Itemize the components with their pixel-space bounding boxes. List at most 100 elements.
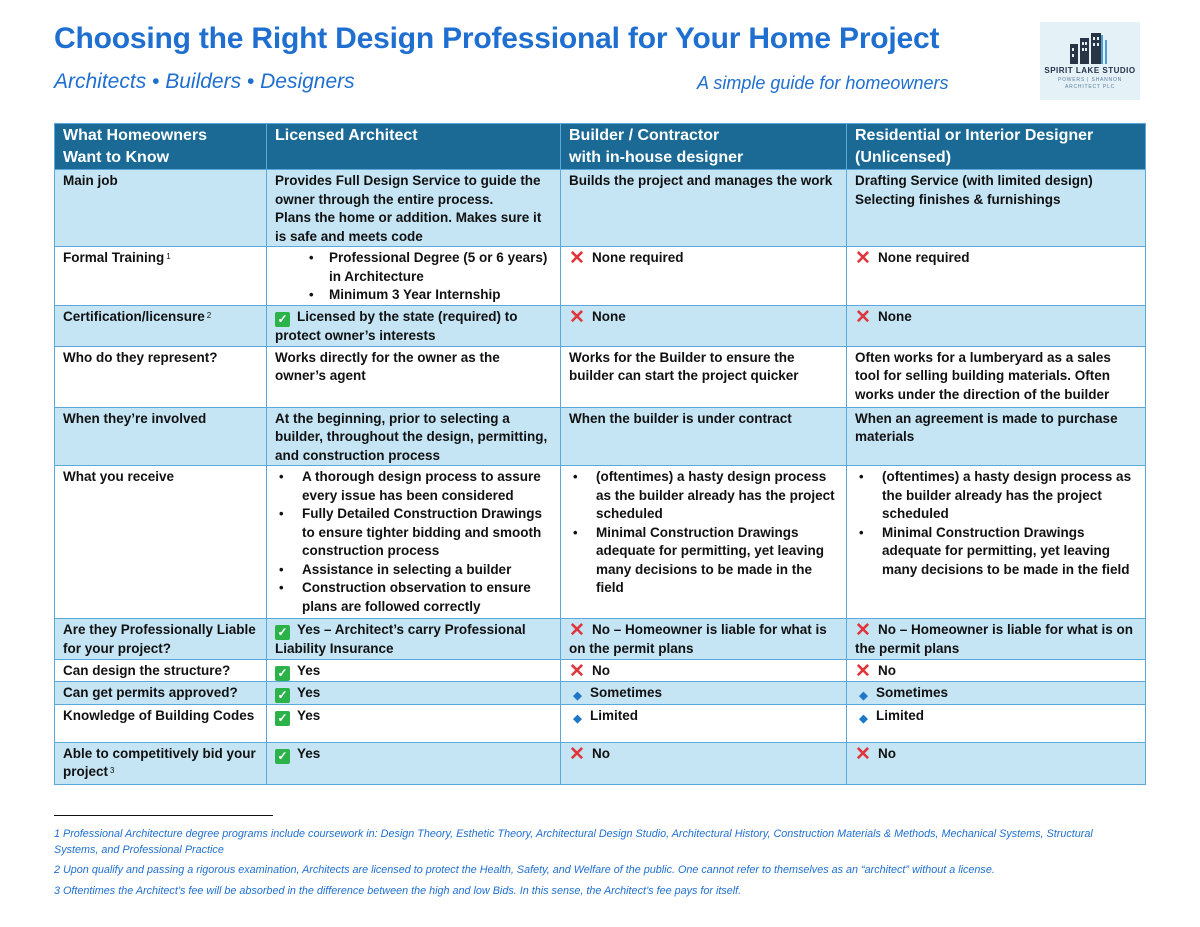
column-header-question: What Homeowners Want to Know xyxy=(54,123,267,170)
builder-cell: When the builder is under contract xyxy=(560,406,847,466)
cross-icon: ✕ xyxy=(569,743,585,765)
column-header-builder: Builder / Contractor with in-house design… xyxy=(560,123,847,170)
row-label: Certification/licensure 2 xyxy=(54,305,267,347)
footnote-2: 2 Upon qualify and passing a rigorous ex… xyxy=(54,864,995,876)
table-header-row: What Homeowners Want to Know Licensed Arc… xyxy=(54,123,1146,170)
logo-name: SPIRIT LAKE STUDIO xyxy=(1044,66,1136,75)
architect-cell: ✓ Yes – Architect’s carry Professional Li… xyxy=(266,618,561,660)
list-item: Minimum 3 Year Internship xyxy=(275,286,552,305)
cross-icon: ✕ xyxy=(569,620,585,641)
cross-icon: ✕ xyxy=(855,248,871,269)
row-label: Formal Training 1 xyxy=(54,246,267,306)
row-label: What you receive xyxy=(54,465,267,619)
row-label: Knowledge of Building Codes xyxy=(54,703,267,743)
designer-cell: When an agreement is made to purchase ma… xyxy=(846,406,1146,466)
architect-cell: A thorough design process to assure ever… xyxy=(266,465,561,619)
diamond-icon: ◆ xyxy=(573,712,582,725)
list-item: A thorough design process to assure ever… xyxy=(275,468,552,505)
architect-cell: ✓ Yes xyxy=(266,703,561,743)
list-item: Professional Degree (5 or 6 years) in Ar… xyxy=(275,249,552,286)
architect-cell: ✓ Yes xyxy=(266,658,561,682)
designer-cell: (oftentimes) a hasty design process as t… xyxy=(846,465,1146,619)
page-subtitle: Architects • Builders • Designers xyxy=(54,70,355,93)
cross-icon: ✕ xyxy=(569,660,585,681)
designer-cell: ✕ No xyxy=(846,658,1146,682)
table-row: Who do they represent? Works directly fo… xyxy=(54,345,1146,408)
row-label: Able to competitively bid your project 3 xyxy=(54,741,267,785)
check-icon: ✓ xyxy=(275,625,290,640)
builder-cell: ✕ None xyxy=(560,305,847,347)
list-item: (oftentimes) a hasty design process as t… xyxy=(855,468,1137,524)
architect-cell: At the beginning, prior to selecting a b… xyxy=(266,406,561,466)
check-icon: ✓ xyxy=(275,312,290,327)
builder-cell: Works for the Builder to ensure the buil… xyxy=(560,345,847,408)
builder-cell: ✕ None required xyxy=(560,246,847,306)
diamond-icon: ◆ xyxy=(573,689,582,702)
footnote-3: 3 Oftentimes the Architect’s fee will be… xyxy=(54,885,742,897)
table-row: Can design the structure? ✓ Yes ✕ No ✕ No xyxy=(54,658,1146,682)
cross-icon: ✕ xyxy=(855,620,871,641)
row-label: Can design the structure? xyxy=(54,658,267,682)
builder-cell: ◆ Limited xyxy=(560,703,847,743)
builder-cell: ✕ No – Homeowner is liable for what is on… xyxy=(560,618,847,660)
designer-cell: ✕ None required xyxy=(846,246,1146,306)
table-row: Knowledge of Building Codes ✓ Yes ◆ Limite… xyxy=(54,703,1146,743)
list-item: Fully Detailed Construction Drawings to … xyxy=(275,505,552,561)
footnote-divider xyxy=(54,815,273,816)
table-row: Certification/licensure 2 ✓ Licensed by th… xyxy=(54,305,1146,347)
list-item: Minimal Construction Drawings adequate f… xyxy=(569,524,838,598)
designer-cell: ◆ Sometimes xyxy=(846,680,1146,705)
check-icon: ✓ xyxy=(275,687,290,703)
studio-logo: SPIRIT LAKE STUDIO POWERS | SHANNON ARCH… xyxy=(1040,22,1140,100)
footnote-1: 1 Professional Architecture degree progr… xyxy=(54,828,1093,856)
cross-icon: ✕ xyxy=(855,743,871,765)
cross-icon: ✕ xyxy=(569,307,585,328)
designer-cell: ✕ No – Homeowner is liable for what is on… xyxy=(846,618,1146,660)
architect-cell: ✓ Yes xyxy=(266,741,561,785)
architect-cell: Professional Degree (5 or 6 years) in Ar… xyxy=(266,246,561,306)
row-label: Who do they represent? xyxy=(54,345,267,408)
cross-icon: ✕ xyxy=(569,248,585,269)
check-icon: ✓ xyxy=(275,710,290,726)
table-row: Main job Provides Full Design Service to… xyxy=(54,169,1146,247)
builder-cell: Builds the project and manages the work xyxy=(560,169,847,247)
page-title: Choosing the Right Design Professional f… xyxy=(54,22,940,55)
architect-cell: Works directly for the owner as the owne… xyxy=(266,345,561,408)
table-row: Are they Professionally Liable for your … xyxy=(54,618,1146,660)
row-label: When they’re involved xyxy=(54,406,267,466)
check-icon: ✓ xyxy=(275,665,290,680)
builder-cell: ✕ No xyxy=(560,741,847,785)
architect-cell: ✓ Licensed by the state (required) to pro… xyxy=(266,305,561,347)
logo-tagline: POWERS | SHANNON xyxy=(1057,77,1123,83)
cross-icon: ✕ xyxy=(855,660,871,681)
designer-cell: ✕ No xyxy=(846,741,1146,785)
diamond-icon: ◆ xyxy=(859,689,868,702)
builder-cell: (oftentimes) a hasty design process as t… xyxy=(560,465,847,619)
row-label: Are they Professionally Liable for your … xyxy=(54,618,267,660)
list-item: Minimal Construction Drawings adequate f… xyxy=(855,524,1137,580)
diamond-icon: ◆ xyxy=(859,712,868,725)
designer-cell: ◆ Limited xyxy=(846,703,1146,743)
table-row: Can get permits approved? ✓ Yes ◆ Sometime… xyxy=(54,680,1146,705)
list-item: Assistance in selecting a builder xyxy=(275,561,552,580)
row-label: Can get permits approved? xyxy=(54,680,267,705)
architect-cell: ✓ Yes xyxy=(266,680,561,705)
footnote-ref: 1 xyxy=(166,252,171,261)
builder-cell: ◆ Sometimes xyxy=(560,680,847,705)
row-label: Main job xyxy=(54,169,267,247)
comparison-table: What Homeowners Want to Know Licensed Arc… xyxy=(54,123,1146,785)
column-header-designer: Residential or Interior Designer (Unlicen… xyxy=(846,123,1146,170)
table-row: When they’re involved At the beginning, … xyxy=(54,406,1146,466)
check-icon: ✓ xyxy=(275,748,290,764)
builder-cell: ✕ No xyxy=(560,658,847,682)
designer-cell: Often works for a lumberyard as a sales … xyxy=(846,345,1146,408)
building-icon xyxy=(1070,33,1107,64)
cross-icon: ✕ xyxy=(855,307,871,328)
table-row: Able to competitively bid your project 3 … xyxy=(54,741,1146,785)
designer-cell: ✕ None xyxy=(846,305,1146,347)
list-item: Construction observation to ensure plans… xyxy=(275,579,552,616)
table-row: What you receive A thorough design proce… xyxy=(54,465,1146,619)
list-item: (oftentimes) a hasty design process as t… xyxy=(569,468,838,524)
designer-cell: Drafting Service (with limited design) Se… xyxy=(846,169,1146,247)
